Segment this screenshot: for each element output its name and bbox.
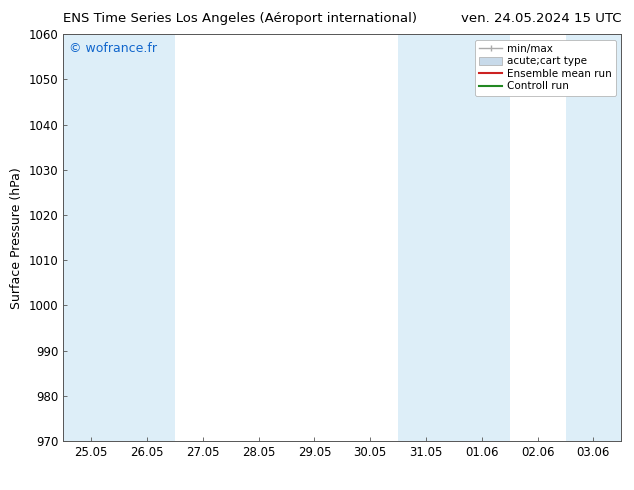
Y-axis label: Surface Pressure (hPa): Surface Pressure (hPa) bbox=[10, 167, 23, 309]
Legend: min/max, acute;cart type, Ensemble mean run, Controll run: min/max, acute;cart type, Ensemble mean … bbox=[475, 40, 616, 96]
Text: ENS Time Series Los Angeles (Aéroport international): ENS Time Series Los Angeles (Aéroport in… bbox=[63, 12, 417, 25]
Bar bbox=[398, 34, 510, 441]
Bar bbox=[566, 34, 621, 441]
Bar bbox=[63, 34, 175, 441]
Text: © wofrance.fr: © wofrance.fr bbox=[69, 43, 157, 55]
Text: ven. 24.05.2024 15 UTC: ven. 24.05.2024 15 UTC bbox=[461, 12, 621, 25]
